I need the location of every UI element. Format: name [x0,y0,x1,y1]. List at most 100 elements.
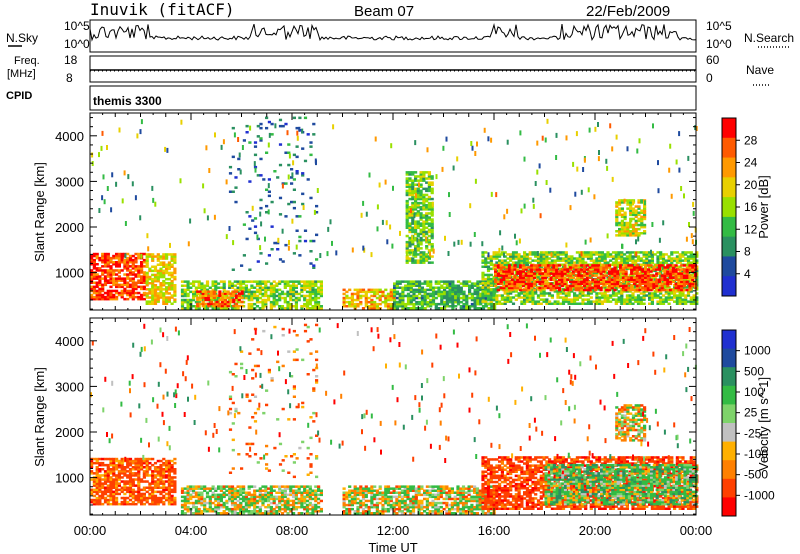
heat-cell [592,300,596,303]
heat-cell [634,286,638,289]
heat-cell [378,288,382,292]
heat-cell [564,257,568,260]
heat-cell [194,280,198,283]
heat-cell [499,268,503,271]
heat-cell [655,280,659,284]
heat-cell [595,271,599,275]
heat-cell [430,214,434,217]
heat-cell [159,286,163,289]
heat-cell [610,272,614,275]
heat-cell [615,219,619,223]
heat-cell [390,143,393,149]
heat-cell [109,461,113,465]
heat-cell [510,266,514,269]
heat-cell [670,251,674,254]
heat-cell [621,243,624,249]
heat-cell [367,288,371,292]
heat-cell [621,284,625,288]
heat-cell [596,280,600,284]
heat-cell [542,298,546,301]
heat-cell [618,230,622,233]
heat-cell [106,281,110,284]
heat-cell [486,288,491,291]
heat-cell [536,296,541,299]
heat-cell [389,294,393,298]
heat-cell [528,251,532,254]
heat-cell [527,282,531,286]
heat-cell [220,144,223,150]
heat-cell [281,124,285,128]
heat-cell [103,275,108,278]
heat-cell [502,274,506,277]
heat-cell [422,232,426,236]
heat-cell [415,280,419,283]
heat-cell [361,288,366,292]
heat-cell [559,284,563,287]
heat-cell [298,254,302,257]
heat-cell [659,292,663,295]
heat-cell [275,284,279,287]
heat-cell [692,261,696,264]
heat-cell [367,307,371,310]
heat-cell [411,218,415,221]
heat-cell [427,255,431,258]
heat-cell [617,253,621,256]
heat-cell [521,282,525,286]
heat-cell [406,288,411,292]
heat-cell [296,130,299,136]
heat-cell [128,258,133,262]
heat-cell [534,181,537,186]
heat-cell [364,302,368,306]
heat-cell [170,253,174,256]
heat-cell [567,300,571,303]
heat-cell [639,296,643,299]
heat-cell [222,294,226,298]
heat-cell [516,286,520,290]
heat-cell [684,294,688,297]
heat-cell [695,302,699,305]
heat-cell [442,145,445,151]
heat-cell [201,300,205,304]
heat-cell [430,224,434,227]
heat-cell [682,282,687,286]
heat-cell [692,201,695,207]
heat-cell [650,294,654,297]
heat-cell [606,253,610,256]
heat-cell [589,259,593,262]
heat-cell [634,234,638,237]
heat-cell [356,305,360,308]
heat-cell [669,268,673,271]
heat-cell [617,286,621,289]
heat-cell [490,305,494,308]
heat-cell [468,284,472,287]
heat-cell [637,232,641,235]
heat-cell [580,268,584,271]
heat-cell [142,275,146,278]
heat-cell [611,257,616,260]
heat-cell [145,288,149,291]
heat-cell [134,269,138,272]
heat-cell [623,261,627,264]
heat-cell [682,270,687,273]
heat-cell [412,288,416,292]
heat-cell [468,290,472,294]
heat-cell [451,296,455,300]
heat-cell [151,298,155,301]
heat-cell [534,269,538,273]
heat-cell [427,195,431,199]
heat-cell [621,272,625,275]
heat-cell [689,251,693,254]
heat-cell [691,280,695,284]
heat-cell [247,290,251,294]
heat-cell [183,307,187,310]
heat-cell [98,208,101,213]
heat-cell [613,266,617,269]
heat-cell [406,284,411,287]
heat-cell [657,266,662,269]
heat-cell [575,296,579,299]
heat-cell [373,302,377,306]
heat-cell [671,280,675,284]
heat-cell [259,126,263,130]
heat-cell [589,257,593,260]
heat-cell [619,268,623,271]
